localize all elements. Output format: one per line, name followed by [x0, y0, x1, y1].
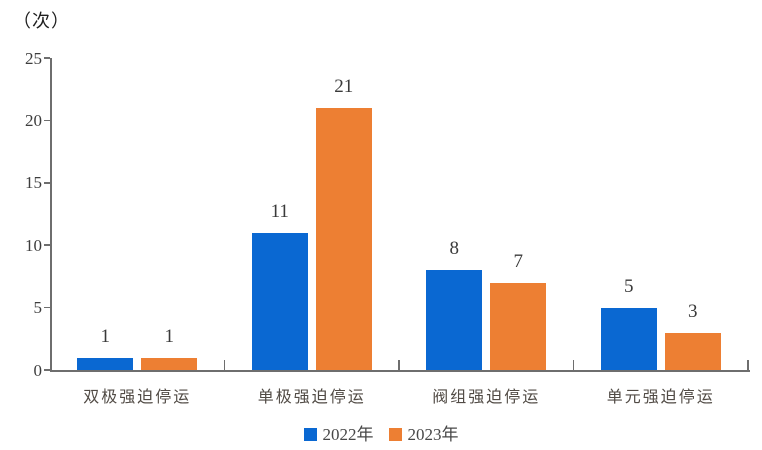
category-label: 双极强迫停运	[83, 389, 192, 406]
bar-value-label: 1	[164, 325, 175, 347]
y-axis-tick	[44, 182, 50, 184]
y-axis-tick-label: 15	[25, 173, 42, 193]
bar-value-label: 21	[334, 75, 354, 97]
category-label: 单元强迫停运	[606, 389, 715, 406]
y-axis-tick-label: 20	[25, 110, 42, 130]
legend-item: 2023年	[388, 425, 459, 444]
bar	[490, 282, 547, 370]
bar-value-label: 11	[270, 200, 289, 222]
category-label: 阀组强迫停运	[432, 389, 541, 406]
bar	[315, 107, 372, 370]
bar-value-label: 7	[513, 250, 524, 272]
x-axis-tick	[747, 360, 749, 370]
legend-label: 2022年	[322, 425, 374, 444]
y-axis-tick-label: 25	[25, 48, 42, 68]
x-axis-tick	[572, 360, 575, 370]
legend-label: 2023年	[407, 425, 459, 444]
y-axis-line	[50, 58, 52, 370]
y-axis-tick	[44, 119, 50, 122]
y-axis-tick	[44, 57, 50, 59]
y-axis-tick-label: 10	[25, 235, 42, 255]
bar	[426, 270, 483, 370]
bar-value-label: 5	[624, 275, 634, 297]
y-axis-tick	[44, 369, 50, 371]
category-label: 单极强迫停运	[257, 389, 366, 406]
bar	[141, 357, 198, 370]
bar	[251, 232, 308, 370]
bar-value-label: 1	[100, 325, 111, 347]
y-axis-tick	[44, 244, 50, 246]
y-axis-tick-label: 5	[33, 298, 43, 318]
bar	[664, 332, 721, 370]
legend-item: 2022年	[303, 425, 374, 444]
bar	[77, 357, 134, 370]
legend-swatch	[303, 428, 317, 441]
legend: 2022年 2023年	[0, 426, 762, 443]
legend-swatch	[388, 428, 402, 441]
x-axis-tick	[398, 360, 400, 370]
y-axis-unit-label: （次）	[13, 11, 70, 31]
x-axis-tick	[223, 360, 226, 370]
bar	[600, 307, 657, 370]
y-axis-tick	[44, 306, 50, 309]
bar-value-label: 3	[688, 300, 698, 322]
y-axis-tick-label: 0	[33, 360, 43, 380]
bar-value-label: 8	[449, 238, 460, 260]
x-axis-line	[50, 370, 750, 372]
